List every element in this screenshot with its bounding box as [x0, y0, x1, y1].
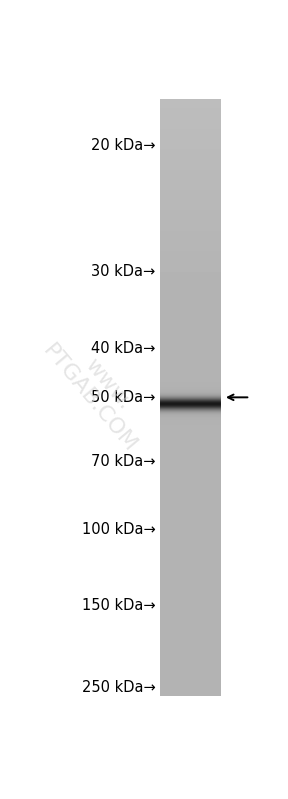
Text: 50 kDa→: 50 kDa→ — [91, 390, 156, 405]
Text: 150 kDa→: 150 kDa→ — [82, 598, 156, 613]
Text: 30 kDa→: 30 kDa→ — [91, 264, 156, 279]
Text: 100 kDa→: 100 kDa→ — [82, 522, 156, 537]
Text: 40 kDa→: 40 kDa→ — [91, 340, 156, 356]
Text: 20 kDa→: 20 kDa→ — [91, 137, 156, 153]
Text: www.
PTGAB.COM: www. PTGAB.COM — [39, 326, 158, 456]
Text: 70 kDa→: 70 kDa→ — [91, 455, 156, 470]
Text: 250 kDa→: 250 kDa→ — [82, 680, 156, 695]
